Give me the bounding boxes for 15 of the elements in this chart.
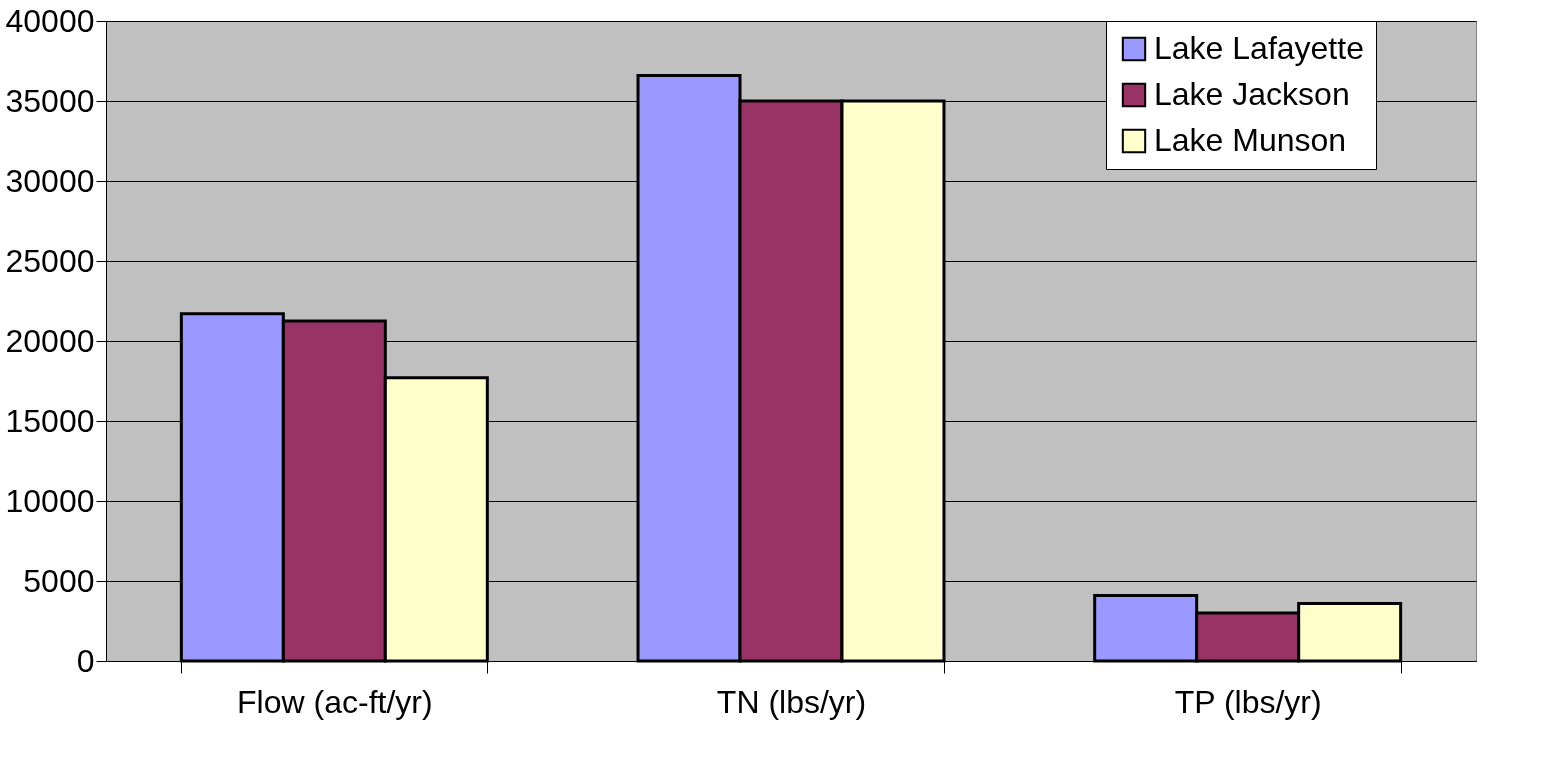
y-tick-label: 5000 bbox=[23, 562, 95, 599]
y-tick-label: 40000 bbox=[5, 2, 95, 39]
legend-label: Lake Jackson bbox=[1154, 76, 1350, 112]
legend-label: Lake Munson bbox=[1154, 122, 1347, 158]
x-tick-label: TP (lbs/yr) bbox=[1174, 683, 1322, 720]
y-tick-label: 15000 bbox=[5, 402, 95, 439]
x-tick-label: TN (lbs/yr) bbox=[716, 683, 867, 720]
y-tick-label: 20000 bbox=[5, 322, 95, 359]
y-tick-label: 0 bbox=[76, 642, 95, 679]
y-tick-label: 35000 bbox=[5, 82, 95, 119]
y-tick-label: 25000 bbox=[5, 242, 95, 279]
y-tick-label: 10000 bbox=[5, 482, 95, 519]
legend-label: Lake Lafayette bbox=[1154, 30, 1364, 66]
y-tick-label: 30000 bbox=[5, 162, 95, 199]
x-tick-label: Flow (ac-ft/yr) bbox=[237, 683, 433, 720]
